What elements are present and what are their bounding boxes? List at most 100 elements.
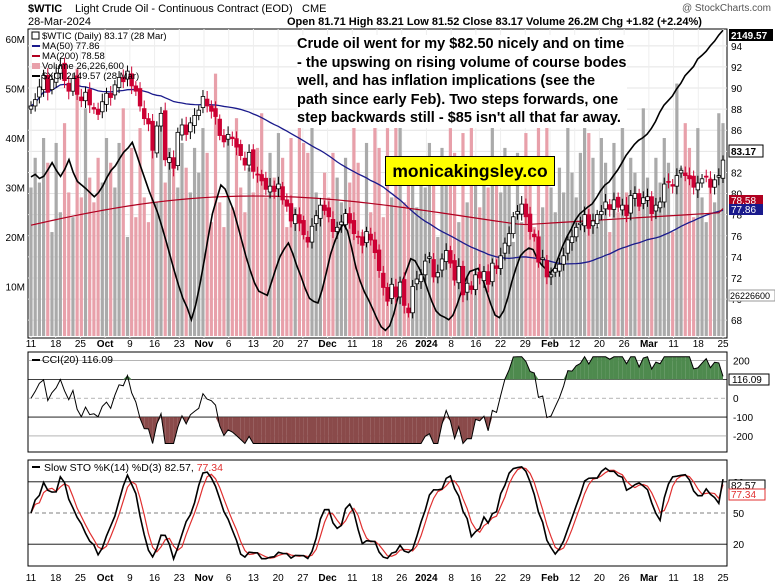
volume-bar (171, 162, 176, 336)
cci-extreme-fill (374, 417, 380, 444)
price-tick-label: 86 (731, 126, 743, 137)
candle-body (561, 255, 566, 265)
candle-body (372, 239, 378, 254)
volume-bar (302, 142, 306, 336)
x-tick-label-top: 25 (717, 339, 729, 350)
sto-tick-label: 20 (733, 540, 745, 551)
candle-body (674, 175, 680, 187)
cci-extreme-fill (676, 356, 682, 380)
x-tick-label-top: 23 (174, 339, 186, 350)
cci-tick-label: 200 (733, 357, 750, 368)
volume-bar (167, 147, 171, 336)
volume-bar (608, 232, 612, 336)
cci-extreme-fill (668, 356, 673, 380)
x-tick-label-bottom: 12 (569, 573, 581, 584)
cci-extreme-fill (358, 417, 363, 444)
candle-body (297, 214, 302, 224)
volume-bar (272, 177, 276, 336)
candle-body (607, 204, 612, 210)
candle-body (217, 118, 222, 136)
cci-extreme-fill (249, 417, 254, 444)
x-tick-label-bottom: Nov (195, 573, 214, 584)
legend-ma50: MA(50) 77.86 (42, 41, 100, 52)
ma50-line (30, 83, 724, 265)
cci-extreme-fill (328, 417, 333, 444)
candle-body (305, 236, 310, 243)
candle-body (720, 159, 726, 179)
legend-sto: Slow STO %K(14) %D(3) 82.57, 77.34 (44, 462, 223, 474)
volume-bar (675, 83, 679, 336)
cci-extreme-fill (173, 417, 178, 444)
cci-extreme-fill (278, 417, 283, 444)
candle-body (712, 179, 717, 188)
volume-bar (394, 108, 398, 336)
x-tick-label-bottom: 16 (149, 573, 161, 584)
volume-bar (100, 182, 104, 336)
candle-body (699, 178, 705, 184)
price-tick-label: 78 (731, 211, 743, 222)
candle-body (406, 307, 411, 314)
candle-body (246, 151, 252, 166)
candle-body (448, 250, 453, 264)
candle-body (431, 259, 436, 278)
cci-extreme-fill (517, 356, 522, 380)
candle-body (402, 279, 407, 306)
candle-body (574, 226, 579, 238)
candle-body (452, 260, 457, 281)
volume-bar (658, 182, 662, 336)
candle-body (313, 215, 319, 225)
candle-body (368, 233, 373, 241)
volume-bar (348, 182, 352, 336)
volume-bar (541, 207, 545, 336)
cci-extreme-fill (404, 417, 409, 444)
candle-body (326, 207, 331, 218)
volume-bar (490, 39, 494, 336)
candle-body (473, 274, 478, 290)
cci-extreme-fill (458, 417, 463, 444)
candle-body (108, 92, 113, 98)
cci-extreme-fill (525, 361, 531, 380)
volume-bar (335, 177, 339, 336)
x-tick-label-bottom: 13 (248, 573, 260, 584)
candle-body (557, 263, 562, 272)
volume-bar (121, 108, 125, 336)
annotation-note: Crude oil went for my $82.50 nicely and … (297, 35, 627, 128)
cci-extreme-fill (274, 417, 279, 444)
candle-body (385, 287, 390, 302)
right-value-tags: 2149.57 83.17 78.58 77.86 26226600 116.0… (728, 29, 775, 501)
cci-extreme-fill (421, 417, 426, 444)
candle-body (163, 110, 168, 161)
candle-body (469, 285, 474, 290)
cci-value-tag-bg (728, 373, 770, 386)
cci-extreme-fill (379, 417, 384, 444)
x-tick-label-bottom: Dec (318, 573, 337, 584)
cci-extreme-fill (362, 417, 367, 444)
price-legend: $WTIC (Daily) 83.17 (28 Mar) MA(50) 77.8… (31, 31, 167, 82)
cci-extreme-fill (462, 417, 468, 444)
volume-bar (629, 157, 633, 336)
candle-body (58, 65, 63, 74)
candle-body (464, 282, 470, 293)
volume-bar (419, 162, 423, 336)
volume-bar (230, 207, 234, 336)
volume-bar (574, 197, 578, 336)
candle-body (544, 260, 550, 278)
sto-legend: Slow STO %K(14) %D(3) 82.57, 77.34 (32, 462, 223, 474)
volume-bar (33, 157, 37, 336)
volume-bar (71, 217, 75, 336)
candle-body (393, 286, 399, 298)
volume-bar (251, 192, 255, 336)
candle-body (376, 249, 382, 271)
cci-series (28, 355, 727, 445)
x-tick-label-bottom: 11 (26, 573, 37, 584)
volume-bar (570, 172, 574, 336)
candle-body (418, 274, 424, 283)
sto-d-line (30, 467, 724, 559)
volume-bar (432, 167, 436, 336)
cci-extreme-fill (144, 417, 149, 429)
volume-bar (662, 138, 666, 336)
candle-body (397, 281, 403, 298)
cci-extreme-fill (299, 417, 304, 444)
candle-body (389, 283, 394, 299)
candle-body (485, 271, 491, 285)
